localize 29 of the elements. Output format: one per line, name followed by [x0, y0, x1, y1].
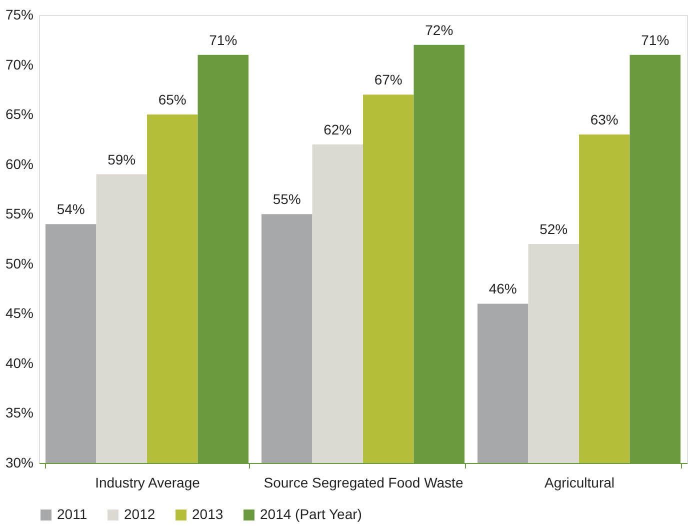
legend-label: 2012: [124, 506, 156, 522]
data-label: 72%: [425, 22, 454, 38]
y-tick-label: 40%: [5, 354, 34, 371]
y-tick-label: 30%: [5, 454, 34, 470]
y-tick-label: 65%: [5, 106, 34, 122]
data-label: 46%: [488, 280, 517, 297]
y-tick-label: 70%: [5, 56, 34, 72]
data-label: 54%: [56, 201, 85, 218]
data-label: 63%: [590, 111, 618, 128]
y-tick-label: 55%: [5, 206, 34, 222]
data-label: 55%: [272, 191, 301, 208]
y-tick-label: 50%: [5, 255, 34, 272]
y-tick-label: 45%: [5, 305, 34, 322]
data-label: 67%: [374, 72, 402, 88]
x-tick-label: Source Segregated Food Waste: [264, 474, 464, 490]
y-tick-label: 35%: [5, 404, 34, 421]
legend-label: 2011: [57, 506, 88, 522]
data-label: 59%: [108, 151, 136, 168]
legend-label: 2014 (Part Year): [260, 506, 362, 522]
data-label: 62%: [324, 121, 352, 138]
data-label: 65%: [158, 92, 186, 108]
legend-label: 2013: [192, 506, 224, 522]
y-tick-label: 60%: [5, 156, 34, 172]
data-label: 71%: [209, 32, 238, 48]
y-tick-label: 75%: [5, 6, 34, 22]
data-label: 71%: [641, 32, 670, 48]
data-label: 52%: [540, 220, 568, 237]
x-tick-label: Industry Average: [95, 474, 200, 490]
x-tick-label: Agricultural: [544, 474, 615, 490]
